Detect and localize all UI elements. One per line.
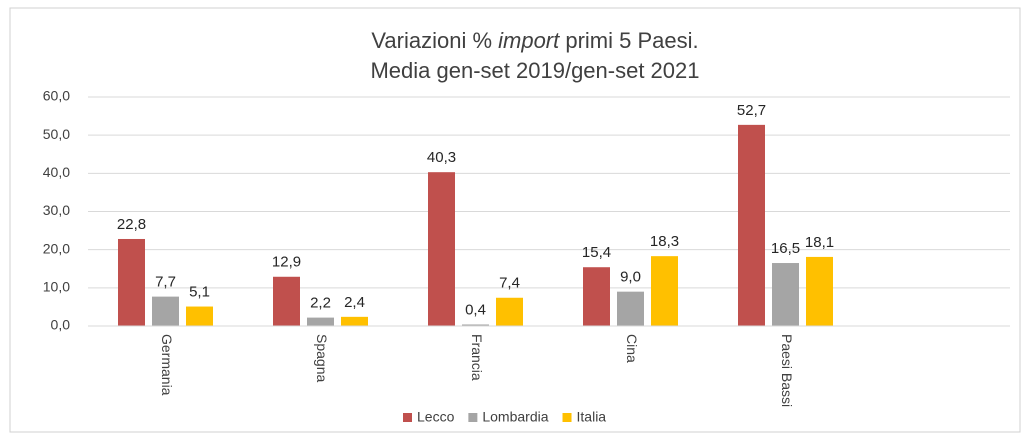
x-tick-label: Cina (624, 334, 640, 363)
bar (428, 172, 455, 326)
y-tick-label: 60,0 (43, 88, 70, 104)
x-tick-label: Germania (159, 334, 175, 396)
chart-title-line: Variazioni % import primi 5 Paesi. (371, 28, 698, 53)
bar (118, 238, 145, 326)
bar (341, 316, 368, 326)
bar (617, 291, 644, 326)
y-tick-label: 50,0 (43, 126, 70, 142)
data-label: 52,7 (737, 102, 766, 119)
legend-label: Italia (577, 409, 607, 425)
legend-swatch (562, 413, 572, 422)
bar (806, 256, 833, 326)
legend-swatch (468, 413, 478, 422)
data-label: 7,7 (155, 274, 176, 291)
y-tick-label: 0,0 (51, 317, 71, 333)
legend-label: Lombardia (482, 409, 548, 425)
data-label: 18,1 (805, 234, 834, 251)
bar (651, 256, 678, 326)
x-tick-label: Spagna (314, 334, 330, 382)
data-label: 18,3 (650, 233, 679, 250)
title-part: Variazioni % (371, 28, 498, 53)
legend-label: Lecco (417, 409, 455, 425)
bar (186, 306, 213, 326)
chart-title-line: Media gen-set 2019/gen-set 2021 (370, 58, 699, 83)
data-label: 2,4 (344, 294, 365, 311)
y-tick-label: 30,0 (43, 202, 70, 218)
bar (738, 124, 765, 326)
title-part: import (498, 28, 560, 53)
chart-border (9, 7, 1021, 433)
data-label: 0,4 (465, 301, 486, 318)
bar (583, 267, 610, 326)
legend-swatch (403, 413, 412, 422)
x-tick-label: Francia (469, 334, 485, 381)
bar (462, 324, 489, 326)
data-label: 40,3 (427, 149, 456, 166)
data-label: 22,8 (117, 216, 146, 233)
title-part: primi 5 Paesi. (559, 28, 698, 53)
data-label: 9,0 (620, 269, 641, 286)
bar (273, 276, 300, 326)
data-label: 12,9 (272, 254, 301, 271)
data-label: 7,4 (499, 275, 520, 292)
y-tick-label: 40,0 (43, 164, 70, 180)
y-tick-label: 20,0 (43, 240, 70, 256)
data-label: 16,5 (771, 240, 800, 257)
x-tick-label: Paesi Bassi (779, 334, 795, 407)
data-label: 5,1 (189, 284, 210, 301)
bar (152, 296, 179, 326)
bar (496, 297, 523, 326)
y-tick-label: 10,0 (43, 279, 70, 295)
bar (307, 317, 334, 326)
bar (772, 263, 799, 326)
data-label: 2,2 (310, 295, 331, 312)
data-label: 15,4 (582, 244, 611, 261)
